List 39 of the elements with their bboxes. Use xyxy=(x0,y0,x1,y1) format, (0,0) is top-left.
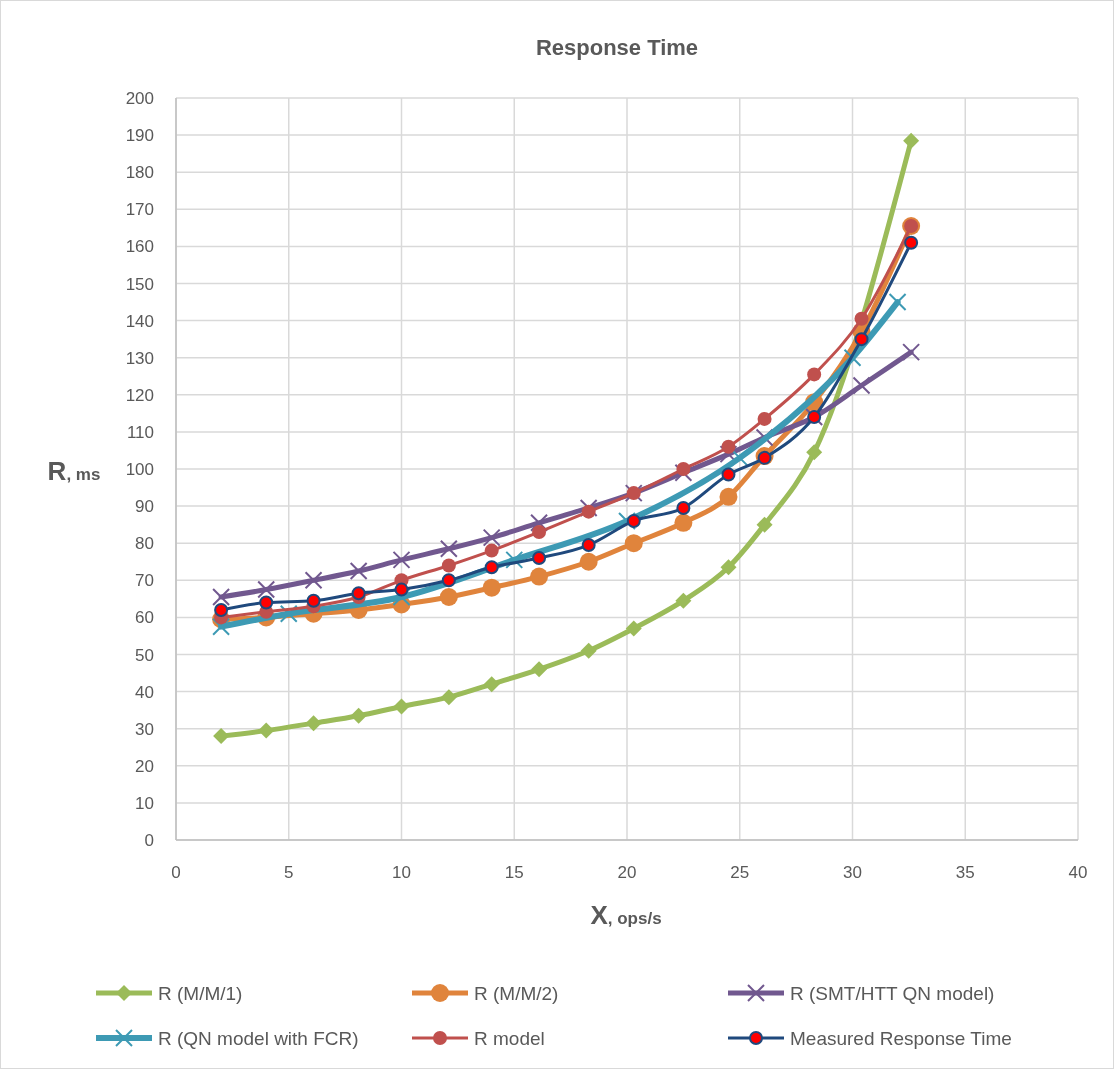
y-tick-label: 190 xyxy=(125,126,154,146)
x-tick-label: 25 xyxy=(730,863,750,882)
legend-label: Measured Response Time xyxy=(790,1028,1012,1049)
y-tick-label: 100 xyxy=(125,460,154,479)
x-tick-label: 20 xyxy=(617,863,637,882)
y-tick-label: 0 xyxy=(144,831,154,850)
y-tick-label: 170 xyxy=(125,200,154,220)
y-tick-label: 200 xyxy=(125,89,154,108)
x-tick-label: 0 xyxy=(171,863,181,882)
legend-label: R model xyxy=(474,1028,545,1049)
y-tick-label: 140 xyxy=(125,311,154,331)
chart-title: Response Time xyxy=(535,35,699,60)
y-tick-label: 30 xyxy=(135,719,154,739)
y-tick-label: 90 xyxy=(135,497,154,517)
x-tick-label: 40 xyxy=(1068,863,1088,882)
y-tick-label: 20 xyxy=(135,756,154,776)
x-tick-label: 30 xyxy=(843,863,862,882)
y-tick-label: 150 xyxy=(125,274,154,294)
x-axis-title: X, ops/s xyxy=(590,900,662,930)
x-tick-label: 10 xyxy=(392,863,411,882)
y-tick-label: 40 xyxy=(135,682,154,702)
x-tick-label: 35 xyxy=(955,863,975,882)
y-tick-label: 50 xyxy=(135,645,154,665)
y-axis-title: R, ms xyxy=(47,456,101,486)
y-tick-label: 180 xyxy=(125,163,154,183)
legend-label: R (SMT/HTT QN model) xyxy=(790,983,995,1004)
y-tick-label: 110 xyxy=(126,422,154,442)
y-tick-label: 10 xyxy=(135,793,154,813)
y-tick-label: 60 xyxy=(135,608,154,628)
x-tick-label: 15 xyxy=(504,863,524,882)
legend-label: R (M/M/2) xyxy=(474,983,559,1004)
legend-label: R (QN model with FCR) xyxy=(158,1028,359,1049)
x-tick-label: 5 xyxy=(284,863,294,882)
y-tick-label: 130 xyxy=(125,348,154,368)
y-tick-label: 120 xyxy=(125,385,154,405)
y-tick-label: 160 xyxy=(125,237,154,257)
y-tick-label: 80 xyxy=(135,534,154,554)
legend-label: R (M/M/1) xyxy=(158,983,243,1004)
y-tick-label: 70 xyxy=(135,571,154,591)
